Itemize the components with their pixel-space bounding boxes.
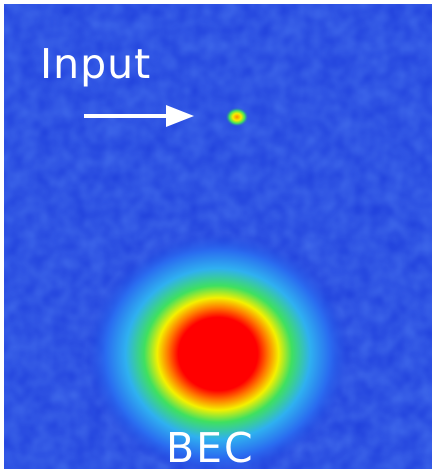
input-label: Input xyxy=(40,40,152,88)
bec-label: BEC xyxy=(166,424,255,469)
density-map xyxy=(4,4,432,469)
input-pulse-dot xyxy=(225,107,249,127)
bec-core xyxy=(178,325,254,383)
right-arrow-icon xyxy=(84,105,194,127)
absorption-image: Input BEC xyxy=(4,4,432,469)
